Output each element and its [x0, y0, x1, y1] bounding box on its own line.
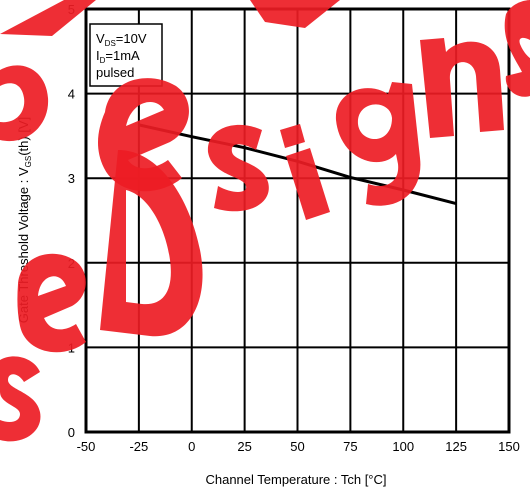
y-tick-label: 0 [68, 425, 75, 440]
watermark-shape-top [0, 0, 96, 36]
x-tick-label: 100 [392, 439, 414, 454]
watermark-left-letter [0, 65, 49, 142]
x-axis-label: Channel Temperature : Tch [°C] [205, 472, 386, 487]
watermark-letter-g [335, 82, 421, 206]
y-tick-label: 3 [68, 171, 75, 186]
legend-line-pulsed: pulsed [96, 65, 134, 80]
x-tick-label: 25 [237, 439, 251, 454]
x-tick-label: 50 [290, 439, 304, 454]
watermark-letter-s1 [207, 124, 269, 212]
watermark-letter-n [420, 38, 504, 138]
x-tick-label: 75 [343, 439, 357, 454]
x-tick-label: 0 [188, 439, 195, 454]
watermark-letter-s3 [0, 356, 41, 442]
legend: VDS=10V ID=1mA pulsed [89, 23, 163, 87]
legend-line-vds: VDS=10V [96, 31, 147, 48]
legend-box [89, 23, 163, 87]
x-tick-label: 150 [498, 439, 520, 454]
watermark-letter-s2 [504, 0, 530, 97]
watermark-letter-d [100, 150, 203, 337]
y-tick-label: 4 [68, 87, 75, 102]
x-tick-label: -25 [129, 439, 148, 454]
watermark-letter-i [280, 124, 330, 220]
watermark [0, 0, 530, 442]
watermark-letter-e2 [17, 253, 86, 353]
x-tick-label: 125 [445, 439, 467, 454]
watermark-shape-top-right [250, 0, 340, 28]
legend-line-id: ID=1mA [96, 48, 140, 65]
x-tick-label: -50 [77, 439, 96, 454]
